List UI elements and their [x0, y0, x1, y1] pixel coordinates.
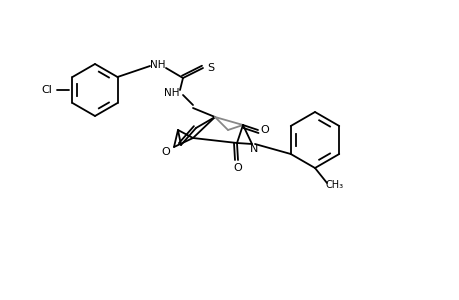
Text: S: S — [207, 63, 214, 73]
Text: NH: NH — [150, 60, 165, 70]
Text: CH₃: CH₃ — [325, 180, 343, 190]
Text: Cl: Cl — [41, 85, 52, 95]
Text: O: O — [161, 147, 170, 157]
Text: NH: NH — [164, 88, 179, 98]
Text: N: N — [249, 144, 257, 154]
Text: O: O — [260, 125, 269, 135]
Text: O: O — [233, 163, 242, 173]
